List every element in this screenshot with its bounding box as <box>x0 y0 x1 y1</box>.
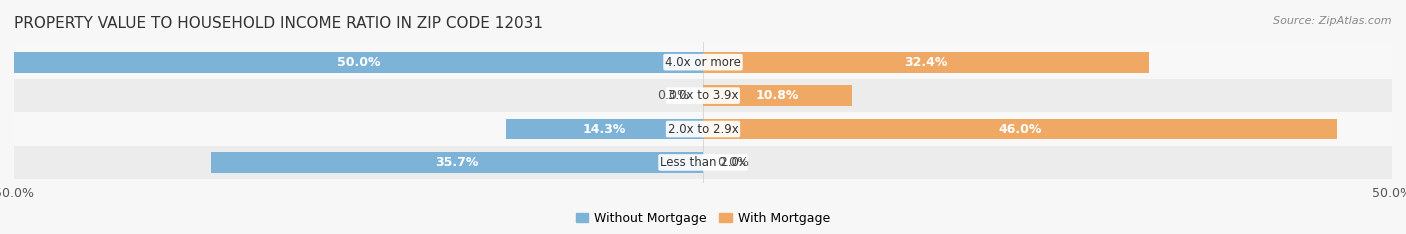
Bar <box>703 119 1337 139</box>
Text: Source: ZipAtlas.com: Source: ZipAtlas.com <box>1274 16 1392 26</box>
Text: 32.4%: 32.4% <box>904 56 948 69</box>
Bar <box>506 119 703 139</box>
Text: 3.0x to 3.9x: 3.0x to 3.9x <box>668 89 738 102</box>
Text: 0.0%: 0.0% <box>657 89 689 102</box>
Text: 4.0x or more: 4.0x or more <box>665 56 741 69</box>
Bar <box>703 52 1150 73</box>
Text: 14.3%: 14.3% <box>583 123 626 135</box>
Text: 2.0x to 2.9x: 2.0x to 2.9x <box>668 123 738 135</box>
Text: 35.7%: 35.7% <box>436 156 478 169</box>
Bar <box>14 52 703 73</box>
Text: Less than 2.0x: Less than 2.0x <box>659 156 747 169</box>
Text: 46.0%: 46.0% <box>998 123 1042 135</box>
Legend: Without Mortgage, With Mortgage: Without Mortgage, With Mortgage <box>571 207 835 230</box>
Bar <box>14 146 1392 179</box>
Text: 10.8%: 10.8% <box>755 89 799 102</box>
Text: 50.0%: 50.0% <box>337 56 380 69</box>
Text: PROPERTY VALUE TO HOUSEHOLD INCOME RATIO IN ZIP CODE 12031: PROPERTY VALUE TO HOUSEHOLD INCOME RATIO… <box>14 16 543 31</box>
Bar <box>14 79 1392 112</box>
Bar <box>14 112 1392 146</box>
Bar <box>14 45 1392 79</box>
Text: 0.0%: 0.0% <box>717 156 749 169</box>
Bar <box>703 85 852 106</box>
Bar <box>211 152 703 173</box>
